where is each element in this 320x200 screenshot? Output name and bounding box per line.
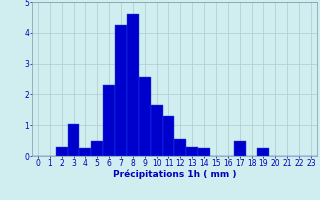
Bar: [174, 139, 186, 156]
Bar: [56, 147, 68, 156]
Bar: [68, 124, 79, 156]
Bar: [234, 141, 246, 156]
Bar: [115, 25, 127, 156]
Bar: [103, 85, 115, 156]
Bar: [198, 148, 210, 156]
Bar: [163, 116, 174, 156]
Bar: [151, 105, 163, 156]
Bar: [79, 148, 91, 156]
Bar: [139, 77, 151, 156]
Bar: [186, 147, 198, 156]
Bar: [258, 148, 269, 156]
X-axis label: Précipitations 1h ( mm ): Précipitations 1h ( mm ): [113, 169, 236, 179]
Bar: [91, 141, 103, 156]
Bar: [127, 14, 139, 156]
